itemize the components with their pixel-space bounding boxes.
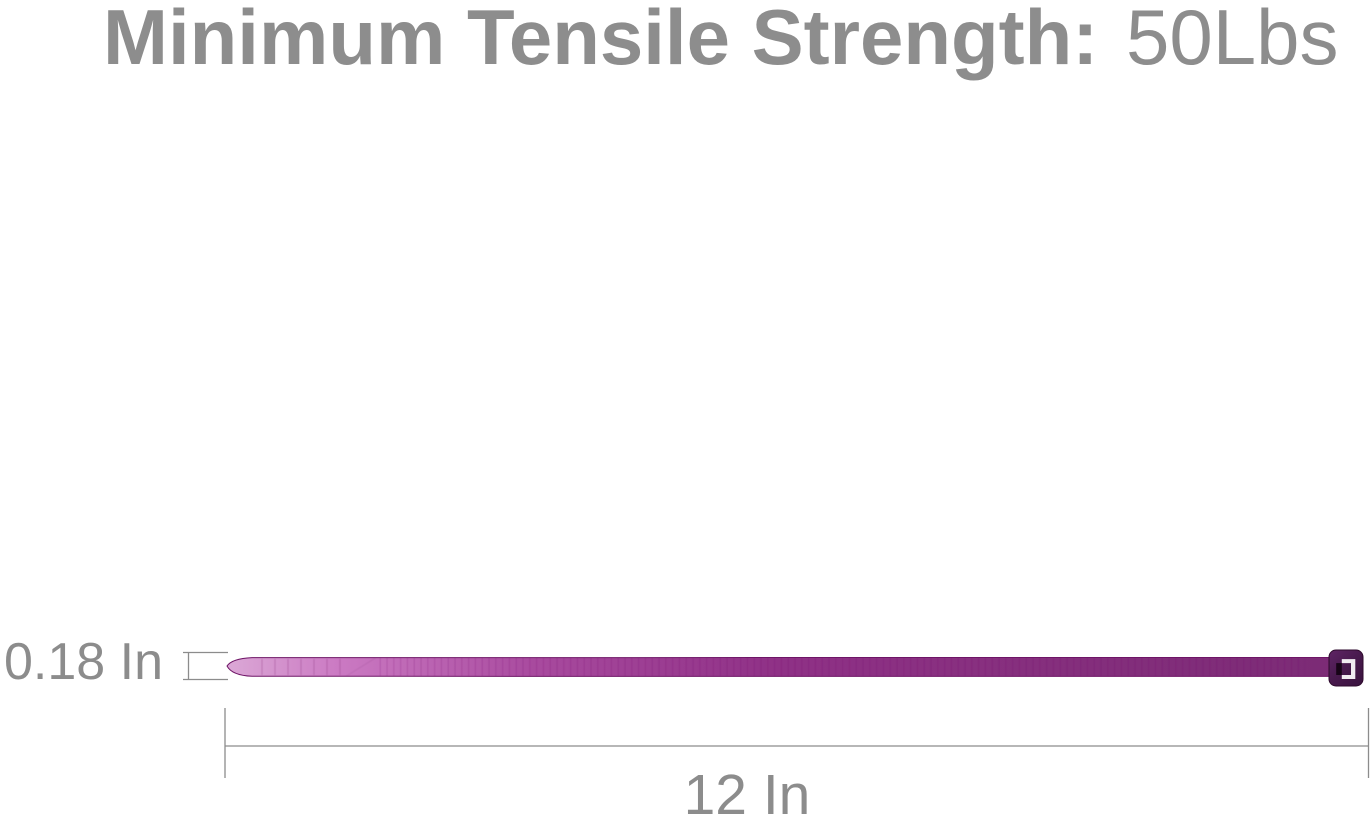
svg-text:0.18 In: 0.18 In [4,633,163,691]
svg-text:12 In: 12 In [684,763,811,827]
